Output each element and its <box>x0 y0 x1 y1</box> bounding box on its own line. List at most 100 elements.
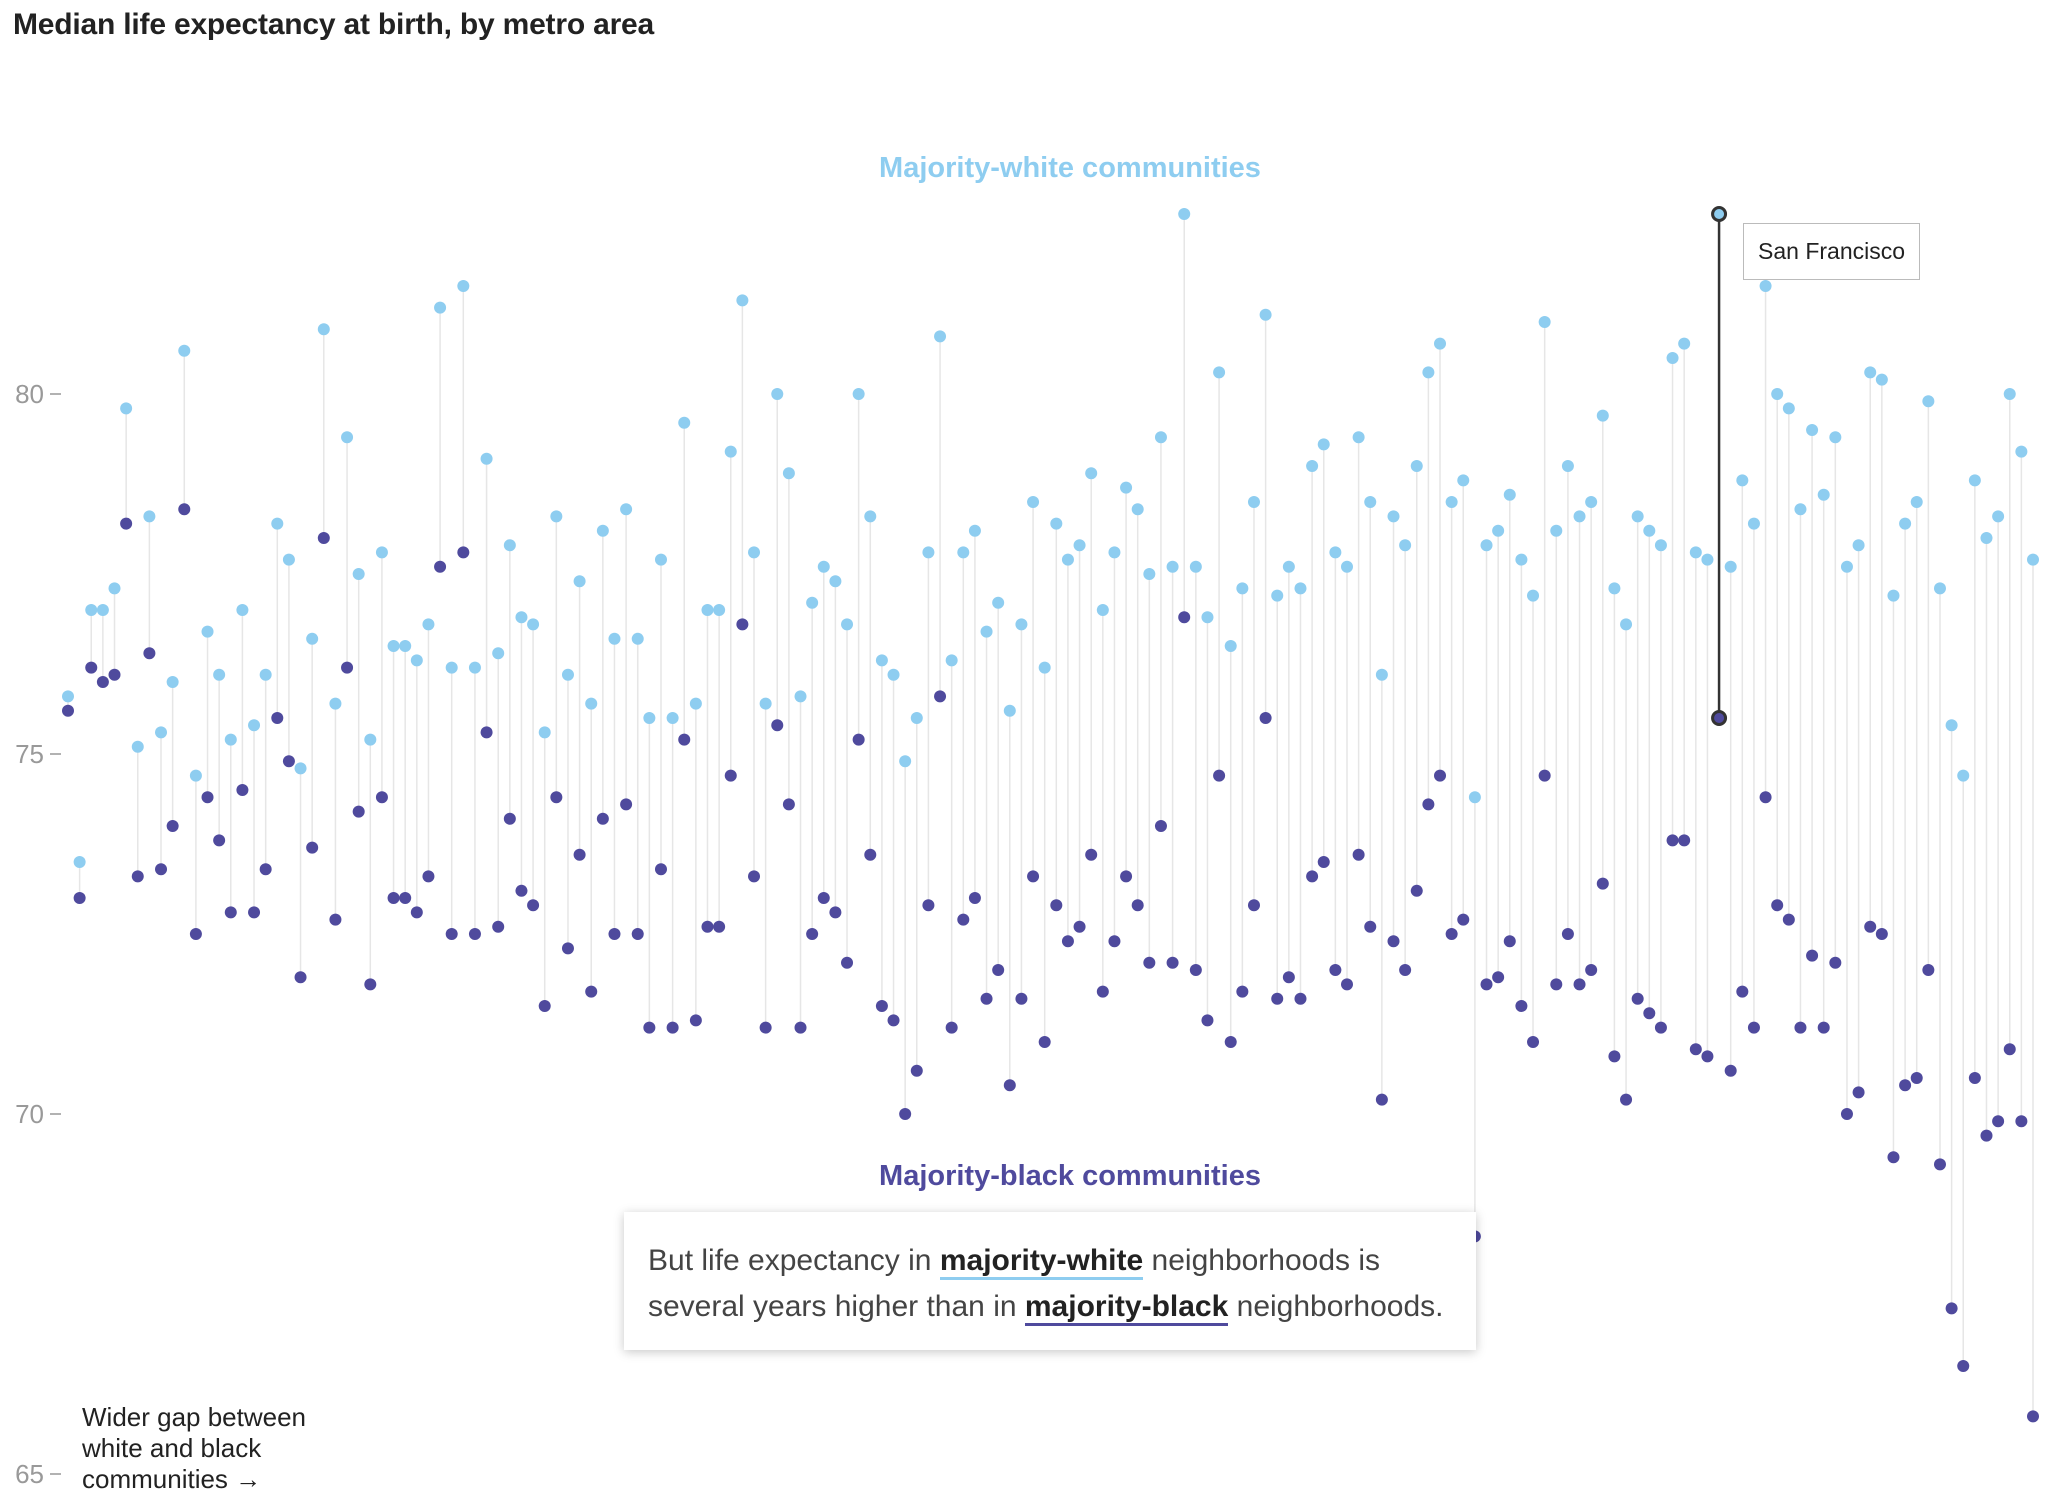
white-dot[interactable] <box>1643 524 1656 537</box>
black-dot[interactable] <box>759 1021 772 1034</box>
white-dot[interactable] <box>561 668 574 681</box>
white-dot[interactable] <box>794 690 807 703</box>
black-dot[interactable] <box>806 928 819 940</box>
white-dot[interactable] <box>1387 510 1400 523</box>
black-dot[interactable] <box>678 733 691 746</box>
black-dot[interactable] <box>1213 769 1226 782</box>
white-dot[interactable] <box>1910 496 1923 508</box>
black-dot[interactable] <box>1189 964 1202 976</box>
white-dot[interactable] <box>829 575 842 588</box>
white-dot[interactable] <box>1015 618 1028 631</box>
white-dot[interactable] <box>689 697 702 710</box>
black-dot[interactable] <box>1922 964 1935 976</box>
white-dot[interactable] <box>1317 438 1330 451</box>
white-dot[interactable] <box>120 402 133 415</box>
white-dot[interactable] <box>480 452 493 465</box>
black-dot[interactable] <box>131 870 144 883</box>
black-dot[interactable] <box>1027 870 1040 883</box>
black-dot[interactable] <box>236 784 249 796</box>
black-dot[interactable] <box>1806 949 1819 962</box>
white-dot[interactable] <box>1875 373 1888 386</box>
black-dot[interactable] <box>73 892 86 904</box>
black-dot[interactable] <box>294 971 307 984</box>
white-dot[interactable] <box>1806 424 1819 436</box>
black-dot[interactable] <box>1294 992 1307 1005</box>
black-dot[interactable] <box>1445 928 1458 940</box>
white-dot[interactable] <box>178 344 191 357</box>
black-dot[interactable] <box>399 892 412 904</box>
black-dot[interactable] <box>608 928 621 940</box>
white-dot[interactable] <box>899 755 912 768</box>
white-dot[interactable] <box>910 712 923 724</box>
black-dot[interactable] <box>317 532 330 544</box>
white-dot[interactable] <box>1422 366 1435 379</box>
highlight-white-dot[interactable] <box>1711 206 1728 222</box>
white-dot[interactable] <box>1992 510 2005 523</box>
black-dot[interactable] <box>1596 877 1609 890</box>
black-dot[interactable] <box>1887 1151 1900 1164</box>
white-dot[interactable] <box>85 604 98 616</box>
black-dot[interactable] <box>1957 1360 1970 1372</box>
white-dot[interactable] <box>1445 496 1458 508</box>
white-dot[interactable] <box>538 726 551 739</box>
black-dot[interactable] <box>143 647 156 660</box>
white-dot[interactable] <box>1364 496 1377 508</box>
black-dot[interactable] <box>1747 1021 1760 1034</box>
black-dot[interactable] <box>934 690 947 703</box>
white-dot[interactable] <box>1457 474 1470 487</box>
white-dot[interactable] <box>271 517 284 530</box>
black-dot[interactable] <box>1910 1072 1923 1084</box>
black-dot[interactable] <box>1492 971 1505 984</box>
white-dot[interactable] <box>1724 560 1737 573</box>
white-dot[interactable] <box>1922 395 1935 408</box>
black-dot[interactable] <box>1457 913 1470 926</box>
black-dot[interactable] <box>1678 834 1691 847</box>
white-dot[interactable] <box>1515 553 1528 566</box>
black-dot[interactable] <box>666 1021 679 1034</box>
white-dot[interactable] <box>143 510 156 523</box>
white-dot[interactable] <box>1050 517 1063 530</box>
black-dot[interactable] <box>794 1021 807 1034</box>
black-dot[interactable] <box>2015 1115 2028 1128</box>
white-dot[interactable] <box>957 546 970 559</box>
black-dot[interactable] <box>1654 1021 1667 1034</box>
white-dot[interactable] <box>980 625 993 638</box>
white-dot[interactable] <box>1027 496 1040 508</box>
white-dot[interactable] <box>515 611 528 624</box>
black-dot[interactable] <box>654 863 667 876</box>
white-dot[interactable] <box>62 690 74 703</box>
black-dot[interactable] <box>1771 899 1784 912</box>
white-dot[interactable] <box>445 661 458 674</box>
black-dot[interactable] <box>352 805 365 818</box>
white-dot[interactable] <box>1399 539 1412 552</box>
black-dot[interactable] <box>1701 1050 1714 1063</box>
white-dot[interactable] <box>841 618 854 631</box>
white-dot[interactable] <box>1957 769 1970 782</box>
black-dot[interactable] <box>1038 1036 1051 1048</box>
black-dot[interactable] <box>1608 1050 1621 1063</box>
white-dot[interactable] <box>1352 431 1365 444</box>
white-dot[interactable] <box>608 632 621 645</box>
black-dot[interactable] <box>1003 1079 1016 1092</box>
white-dot[interactable] <box>1480 539 1493 552</box>
black-dot[interactable] <box>829 906 842 919</box>
white-dot[interactable] <box>1061 553 1074 566</box>
black-dot[interactable] <box>538 1000 551 1012</box>
black-dot[interactable] <box>817 892 830 904</box>
black-dot[interactable] <box>1236 985 1249 998</box>
white-dot[interactable] <box>73 856 86 868</box>
white-dot[interactable] <box>596 524 609 537</box>
black-dot[interactable] <box>1875 928 1888 940</box>
black-dot[interactable] <box>1224 1036 1237 1048</box>
white-dot[interactable] <box>1794 503 1807 516</box>
white-dot[interactable] <box>1503 488 1516 501</box>
black-dot[interactable] <box>689 1014 702 1027</box>
black-dot[interactable] <box>1422 798 1435 811</box>
white-dot[interactable] <box>1945 719 1958 732</box>
black-dot[interactable] <box>1085 848 1098 861</box>
black-dot[interactable] <box>852 733 865 746</box>
white-dot[interactable] <box>748 546 761 559</box>
black-dot[interactable] <box>1852 1086 1865 1099</box>
white-dot[interactable] <box>1666 352 1679 364</box>
black-dot[interactable] <box>1945 1302 1958 1315</box>
